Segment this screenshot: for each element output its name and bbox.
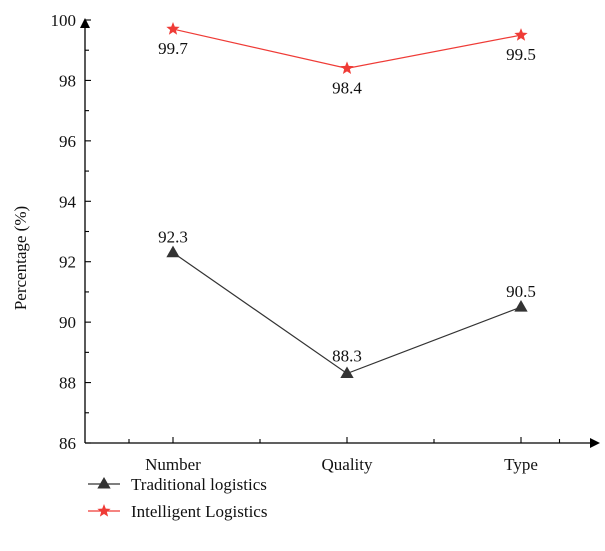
x-tick-label: Type xyxy=(504,455,538,474)
y-tick-label: 96 xyxy=(59,132,76,151)
intelligent-data-label: 99.5 xyxy=(506,45,536,64)
y-tick-label: 98 xyxy=(59,71,76,90)
y-tick-label: 90 xyxy=(59,313,76,332)
intelligent-point xyxy=(514,28,528,41)
y-axis-title: Percentage (%) xyxy=(11,206,30,310)
chart-series xyxy=(166,22,528,379)
y-tick-label: 86 xyxy=(59,434,76,453)
intelligent-legend-label: Intelligent Logistics xyxy=(131,502,267,521)
x-axis-arrow xyxy=(590,438,600,448)
traditional-data-label: 88.3 xyxy=(332,347,362,366)
x-tick-label: Quality xyxy=(322,455,373,474)
intelligent-data-label: 98.4 xyxy=(332,78,362,97)
intelligent-point xyxy=(340,61,354,75)
traditional-point xyxy=(514,300,528,312)
chart-legend: Traditional logistics Intelligent Logisti… xyxy=(88,475,267,521)
traditional-legend-marker xyxy=(97,477,111,489)
traditional-point xyxy=(340,366,354,379)
traditional-data-label: 92.3 xyxy=(158,228,188,247)
intelligent-legend-marker xyxy=(97,504,111,517)
intelligent-point xyxy=(166,22,180,35)
traditional-point xyxy=(166,245,180,258)
y-axis-arrow xyxy=(80,18,90,28)
data-labels: 92.3 88.3 90.5 99.7 98.4 99.5 xyxy=(158,39,536,365)
y-tick-label: 94 xyxy=(59,192,77,211)
traditional-data-label: 90.5 xyxy=(506,282,536,301)
y-tick-label: 92 xyxy=(59,253,76,272)
intelligent-data-label: 99.7 xyxy=(158,39,188,58)
traditional-legend-label: Traditional logistics xyxy=(131,475,267,494)
x-tick-label: Number xyxy=(145,455,201,474)
y-tick-label: 100 xyxy=(51,11,77,30)
y-tick-label: 88 xyxy=(59,374,76,393)
chart-axes: 86 88 90 92 94 96 98 100 Number Quality Type xyxy=(51,11,600,474)
